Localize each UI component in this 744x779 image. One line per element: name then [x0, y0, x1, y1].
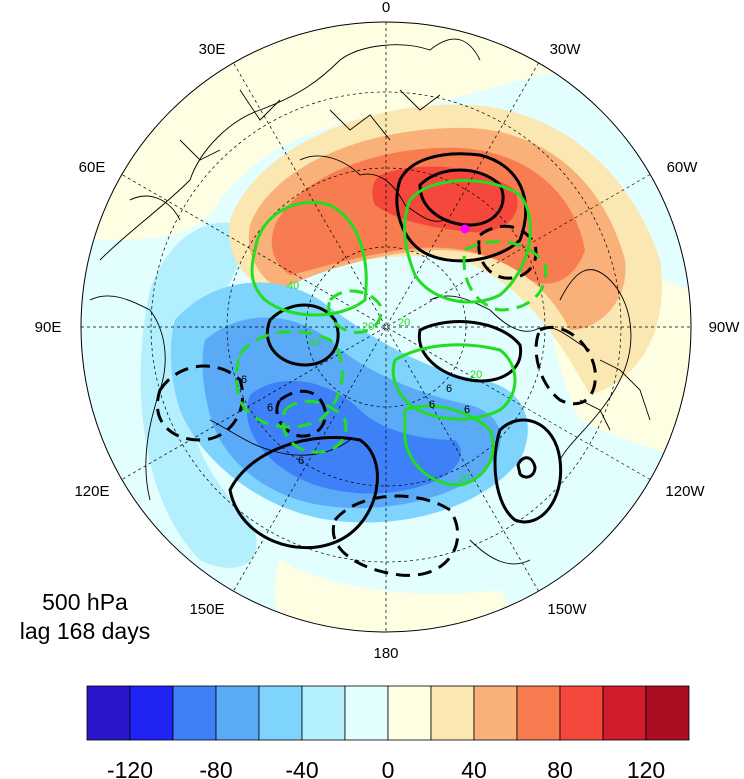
colorbar-swatch	[602, 685, 647, 741]
longitude-label: 60W	[667, 159, 699, 176]
longitude-label: 120E	[74, 483, 109, 500]
green-contours	[234, 179, 548, 487]
colorbar-swatch	[473, 685, 518, 741]
colorbar-swatch	[516, 685, 561, 741]
longitude-label: 90E	[35, 319, 62, 336]
black-label: 6	[429, 399, 435, 411]
black-contour-solid	[417, 320, 523, 383]
green-label: 20	[398, 317, 410, 329]
green-label: 40	[287, 280, 299, 292]
black-contour-dashed	[477, 224, 538, 280]
longitude-label: 120W	[665, 483, 705, 500]
colorbar-swatch	[387, 685, 432, 741]
colorbar-swatch	[258, 685, 303, 741]
green-contour-solid	[403, 404, 495, 487]
black-contour-solid	[516, 456, 537, 479]
green-label: 20	[458, 473, 470, 485]
black-contour-solid	[418, 168, 505, 227]
colorbar-swatch	[129, 685, 174, 741]
black-label: 6	[464, 404, 470, 416]
shading-neg-60	[246, 380, 461, 494]
black-contour-dashed	[155, 364, 245, 442]
black-contour-solid	[493, 418, 563, 524]
colorbar-tick-label: 40	[461, 757, 487, 779]
longitude-label: 90W	[709, 319, 741, 336]
colorbar-tick-label: 80	[547, 757, 573, 779]
colorbar-tick-label: 120	[627, 757, 665, 779]
colorbar-ticks: -120 -80 -40 0 40 80 120	[107, 757, 665, 779]
colorbar-swatch	[344, 685, 389, 741]
green-contour-dashed	[327, 289, 383, 334]
colorbar-swatch	[430, 685, 475, 741]
caption-level: 500 hPa	[42, 589, 128, 615]
longitude-label: 150E	[189, 601, 224, 618]
colorbar-swatch	[645, 685, 690, 741]
colorbar-tick-label: 0	[382, 757, 395, 779]
colorbar-swatch	[301, 685, 346, 741]
black-label: 6	[267, 402, 273, 414]
black-contours	[155, 152, 597, 577]
green-contour-dashed	[234, 330, 344, 429]
black-contour-solid	[228, 435, 379, 550]
shading-positive-bottom	[274, 560, 512, 632]
colorbar-tick-label: -80	[199, 757, 232, 779]
colorbar-swatch	[559, 685, 604, 741]
black-contour-dashed	[534, 325, 597, 406]
shading-negative-left-outer	[140, 222, 257, 568]
longitude-label: 150W	[547, 601, 587, 618]
green-contour-dashed	[462, 240, 548, 312]
coastlines	[89, 38, 651, 565]
map-disk	[81, 22, 691, 632]
green-contour-solid	[391, 343, 517, 421]
black-contour-solid	[266, 303, 340, 367]
black-label: 6	[241, 374, 247, 386]
green-contour-solid	[403, 179, 532, 304]
colorbar-swatch	[86, 685, 131, 741]
colorbar-tick-label: -40	[285, 757, 318, 779]
colorbar-swatch	[215, 685, 260, 741]
colorbar-swatch	[172, 685, 217, 741]
longitude-label: 0	[382, 0, 390, 16]
black-label: 6	[298, 455, 304, 467]
longitude-label: 30E	[199, 41, 226, 58]
contour-labels: 40 40 20 20 20 20 6 6 6 6 6 6	[241, 280, 482, 485]
colorbar-tick-label: -120	[107, 757, 153, 779]
marker-point	[460, 224, 470, 234]
green-contour-dashed	[281, 399, 348, 454]
caption-lag: lag 168 days	[19, 618, 151, 644]
green-label: 20	[470, 369, 482, 381]
green-label: 20	[362, 321, 374, 333]
longitude-label: 30W	[550, 41, 582, 58]
colorbar	[86, 685, 690, 741]
black-label: 6	[446, 383, 452, 395]
green-label: 40	[308, 337, 320, 349]
longitude-labels: 0 30W 60W 90W 120W 150W 180 150E 120E 90…	[35, 0, 741, 662]
green-contour-solid	[250, 200, 368, 317]
map-border	[80, 21, 692, 633]
longitude-label: 180	[373, 645, 398, 662]
figure-caption: 500 hPa lag 168 days	[0, 588, 170, 646]
longitude-label: 60E	[79, 159, 106, 176]
black-contour-solid	[395, 152, 528, 263]
black-contour-dashed	[275, 389, 327, 438]
